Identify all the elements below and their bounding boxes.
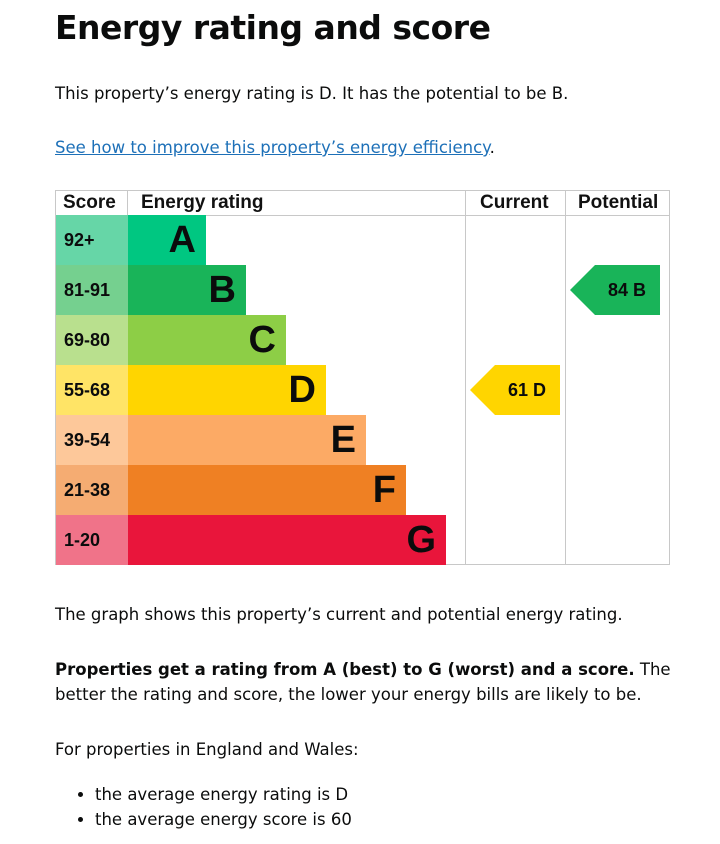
- averages-list: the average energy rating is D the avera…: [55, 782, 352, 832]
- score-range-d: 55-68: [56, 365, 128, 415]
- header-current: Current: [480, 192, 549, 213]
- potential-rating-arrow: 84 B: [570, 265, 660, 315]
- ratings-bold: Properties get a rating from A (best) to…: [55, 660, 635, 679]
- header-potential: Potential: [578, 192, 659, 213]
- improve-link[interactable]: See how to improve this property’s energ…: [55, 138, 490, 157]
- score-range-e: 39-54: [56, 415, 128, 465]
- score-range-f: 21-38: [56, 465, 128, 515]
- current-rating-arrow: 61 D: [470, 365, 560, 415]
- score-range-g: 1-20: [56, 515, 128, 565]
- list-item: the average energy rating is D: [95, 782, 352, 807]
- score-range-a: 92+: [56, 215, 128, 265]
- header-energy-rating: Energy rating: [141, 192, 264, 213]
- rating-bar-a: A: [128, 215, 206, 265]
- rating-bar-f: F: [128, 465, 406, 515]
- energy-rating-chart: Score Energy rating Current Potential 92…: [55, 190, 670, 565]
- column-divider: [465, 191, 466, 564]
- score-range-b: 81-91: [56, 265, 128, 315]
- column-divider: [565, 191, 566, 564]
- link-suffix: .: [489, 138, 495, 157]
- page-title: Energy rating and score: [55, 8, 491, 47]
- rating-bar-b: B: [128, 265, 246, 315]
- graph-caption: The graph shows this property’s current …: [55, 605, 623, 624]
- rating-bar-e: E: [128, 415, 366, 465]
- ratings-explainer: Properties get a rating from A (best) to…: [55, 657, 675, 707]
- rating-bar-d: D: [128, 365, 326, 415]
- column-divider: [127, 191, 128, 215]
- region-intro: For properties in England and Wales:: [55, 740, 359, 759]
- intro-text: This property’s energy rating is D. It h…: [55, 84, 569, 103]
- score-range-c: 69-80: [56, 315, 128, 365]
- header-score: Score: [63, 192, 116, 213]
- improve-paragraph: See how to improve this property’s energ…: [55, 135, 675, 160]
- ratings-rest: The better the rating and score, the low…: [55, 660, 671, 704]
- rating-bar-g: G: [128, 515, 446, 565]
- header-divider: [56, 215, 669, 216]
- list-item: the average energy score is 60: [95, 807, 352, 832]
- rating-bar-c: C: [128, 315, 286, 365]
